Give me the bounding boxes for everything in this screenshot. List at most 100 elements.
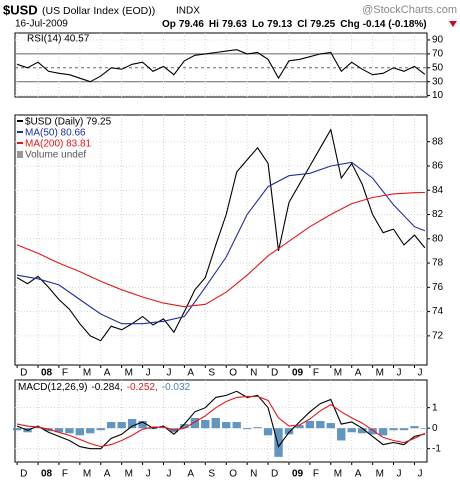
histogram-bar [378,428,388,436]
x-tick-label: A [104,368,111,379]
legend-entry: $USD (Daily) 79.25 [25,117,112,128]
series-line [16,395,426,448]
quote-value: 79.25 [310,19,335,30]
x-tick-label: M [376,368,384,379]
y-tick-label: -1 [432,443,441,454]
quote-label: Lo [252,19,264,30]
histogram-bar [190,417,200,429]
y-tick-label: 88 [432,136,444,147]
down-arrow [449,21,457,27]
legend-swatch [17,142,23,144]
x-tick-label: M [376,469,384,480]
histogram-bar [75,428,85,436]
histogram-bar [420,428,430,429]
x-tick-label: S [208,368,215,379]
watermark: @StockCharts.com [362,4,457,16]
quote: Op 79.46 Hi 79.63 Lo 79.13 Cl 79.25 Chg -0.14 (-0… [162,19,427,30]
histogram-bar [86,428,95,434]
x-tick-label: J [146,368,151,379]
x-tick-label: O [229,469,237,480]
exchange: INDX [176,6,200,17]
legend-entry: MA(200) 83.81 [25,139,92,150]
panel-frame [14,114,428,366]
histogram-bar [263,428,273,436]
histogram-bar [138,421,147,429]
x-tick-label: M [334,469,342,480]
legend-entry: MA(50) 80.66 [25,128,86,139]
histogram-bar [368,428,377,435]
histogram-bar [316,421,325,429]
x-tick-label: D [271,469,278,480]
y-tick-label: 70 [432,49,444,60]
y-tick-label: 76 [432,282,444,293]
x-tick-label: N [250,368,257,379]
series-line [16,49,426,83]
index-name: (US Dollar Index (EOD)) [42,5,155,17]
y-tick-label: 72 [432,331,444,342]
histogram-bar [337,428,346,441]
quote-label: Hi [209,19,219,30]
series-line [16,128,426,342]
x-tick-label: A [355,469,362,480]
x-tick-label: 09 [292,469,304,480]
y-tick-label: 90 [432,35,444,46]
x-tick-label: F [62,368,68,379]
x-tick-label: 08 [41,368,53,379]
x-tick-label: J [397,469,402,480]
legend-entry: -0.032 [162,382,191,393]
y-tick-label: 74 [432,306,444,317]
x-tick-label: M [125,368,133,379]
y-tick-label: 80 [432,233,444,244]
legend-swatch [17,120,23,122]
legend-swatch [17,131,23,133]
histogram-bar [107,422,116,429]
histogram-bar [347,428,356,433]
x-tick-label: A [355,368,362,379]
histogram-bar [127,418,137,429]
histogram-bar [12,428,22,431]
histogram-bar [389,428,398,431]
symbol: $USD [3,2,38,17]
x-tick-label: S [208,469,215,480]
x-tick-label: J [146,469,151,480]
indicator-title: MACD(12,26,9) [18,382,87,393]
y-tick-label: 84 [432,185,444,196]
quote-value: 79.63 [222,19,247,30]
histogram-bar [54,428,64,433]
legend: MACD(12,26,9) -0.284, -0.252, -0.032 [18,382,191,393]
histogram-bar [96,428,105,431]
x-tick-label: F [313,368,319,379]
series-line [16,390,426,450]
histogram-bar [33,427,43,429]
x-tick-label: F [313,469,319,480]
legend-swatch [17,151,23,158]
x-tick-label: 08 [41,469,53,480]
x-tick-label: A [187,469,194,480]
x-tick-label: M [125,469,133,480]
histogram-bar [201,419,210,429]
x-tick-label: M [83,469,91,480]
x-tick-label: F [62,469,68,480]
x-tick-label: 09 [292,368,304,379]
series-line [17,161,426,325]
x-tick-label: N [250,469,257,480]
x-tick-label: M [334,368,342,379]
legend-entry: RSI(14) 40.57 [27,34,90,45]
legend-entry: -0.284, [91,382,122,393]
panel-frame [14,379,428,463]
histogram-bar [222,422,231,429]
x-tick-label: D [271,368,278,379]
histogram-bar [242,428,252,430]
quote-label: Chg [340,19,359,30]
histogram-bar [274,428,283,457]
quote-label: Cl [297,19,307,30]
x-tick-label: A [187,368,194,379]
x-tick-label: J [417,469,422,480]
y-tick-label: 82 [432,209,444,220]
legend-entry: -0.252, [127,382,158,393]
histogram-bar [65,428,74,434]
y-tick-label: 86 [432,161,444,172]
x-tick-label: J [166,469,171,480]
x-tick-label: D [20,368,27,379]
